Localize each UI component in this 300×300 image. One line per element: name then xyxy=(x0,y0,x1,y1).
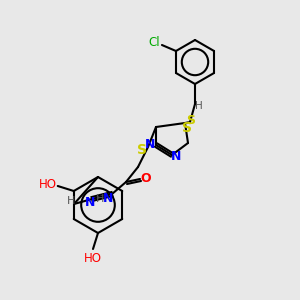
Text: N: N xyxy=(145,139,155,152)
Text: H: H xyxy=(67,196,75,206)
Text: S: S xyxy=(137,143,147,157)
Text: N: N xyxy=(171,149,181,163)
Text: HO: HO xyxy=(39,178,57,190)
Text: S: S xyxy=(182,121,192,135)
Text: S: S xyxy=(187,115,196,128)
Text: N: N xyxy=(103,193,113,206)
Text: O: O xyxy=(141,172,151,185)
Text: HO: HO xyxy=(84,253,102,266)
Text: H: H xyxy=(195,101,203,111)
Text: Cl: Cl xyxy=(148,37,160,50)
Text: N: N xyxy=(85,196,95,209)
Text: H: H xyxy=(96,194,104,204)
